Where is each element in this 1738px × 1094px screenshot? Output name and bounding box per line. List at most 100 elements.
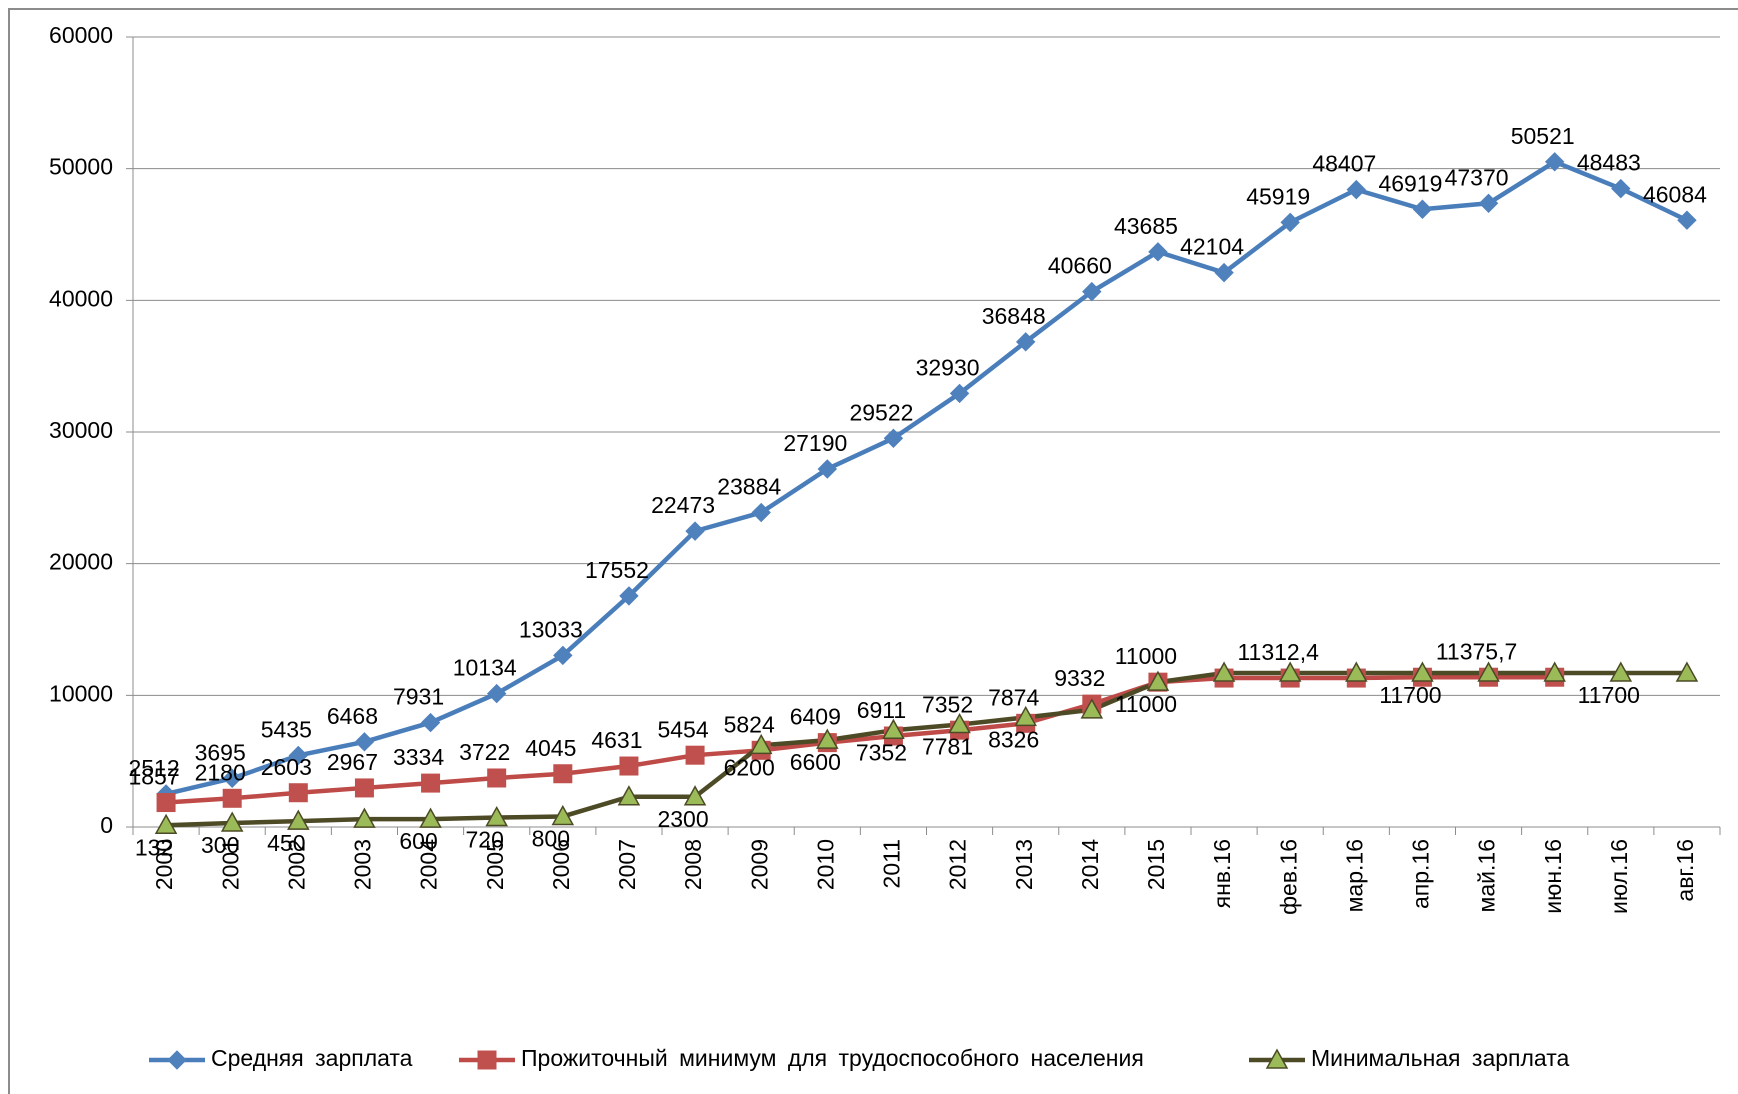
series-line: [165, 159, 1688, 797]
data-point: [683, 785, 707, 806]
x-tick-label: май.16: [1474, 839, 1500, 912]
data-point: [1346, 179, 1367, 200]
x-tick-label: 2011: [879, 839, 905, 888]
chart-border: [8, 8, 1738, 1094]
data-point: [288, 745, 309, 766]
data-point: [222, 788, 242, 808]
data-label: 4631: [591, 727, 642, 753]
data-label: 23884: [717, 474, 781, 500]
legend-item: Средняя зарплата: [149, 1045, 413, 1071]
data-label: 48407: [1312, 151, 1376, 177]
y-tick-label: 20000: [49, 549, 113, 575]
data-label: 2512: [128, 755, 179, 781]
data-label: 6911: [857, 697, 906, 723]
data-label: 2967: [327, 749, 378, 775]
data-label: 43685: [1114, 213, 1178, 239]
data-label: 27190: [783, 430, 847, 456]
data-point: [485, 805, 508, 827]
x-tick-label: 2012: [945, 839, 971, 890]
y-tick-label: 30000: [49, 417, 113, 443]
data-label: 450: [267, 830, 305, 856]
data-point: [1411, 661, 1434, 682]
data-label: 6468: [327, 703, 378, 729]
data-point: [1609, 661, 1633, 682]
data-label: 11700: [1379, 682, 1441, 708]
x-tick-label: апр.16: [1408, 839, 1434, 909]
data-label: 7352: [922, 691, 973, 717]
data-point: [617, 785, 641, 806]
data-point: [1478, 193, 1499, 214]
x-tick-label: 2010: [812, 839, 838, 890]
data-label: 11312,4: [1237, 639, 1319, 665]
data-point: [220, 811, 244, 832]
data-label: 2300: [657, 806, 708, 832]
data-point: [685, 745, 705, 765]
data-label: 7352: [856, 739, 907, 765]
data-label: 6600: [790, 749, 841, 775]
data-point: [1611, 178, 1631, 199]
data-label: 11375,7: [1436, 638, 1517, 664]
data-point: [1477, 661, 1500, 682]
data-label: 5454: [657, 716, 708, 742]
data-point: [1412, 199, 1433, 219]
data-label: 720: [466, 827, 504, 853]
x-tick-label: 2008: [680, 839, 706, 890]
data-point: [1148, 242, 1168, 262]
data-label: 11700: [1578, 682, 1640, 708]
data-label: 3334: [393, 744, 444, 770]
data-label: 4045: [525, 735, 576, 761]
y-tick-label: 50000: [49, 154, 113, 180]
data-point: [353, 807, 376, 828]
data-point: [1080, 698, 1104, 719]
x-tick-label: 2007: [614, 839, 640, 890]
data-point: [420, 712, 441, 733]
x-tick-label: янв.16: [1209, 839, 1235, 908]
data-label: 8326: [988, 726, 1039, 752]
data-label: 29522: [849, 399, 913, 425]
data-point: [1015, 332, 1036, 352]
legend-label: Прожиточный минимум для трудоспособного …: [521, 1045, 1144, 1071]
data-point: [749, 733, 773, 755]
data-label: 7874: [988, 684, 1039, 710]
data-point: [949, 383, 970, 404]
data-label: 40660: [1048, 253, 1112, 279]
data-label: 1857: [128, 764, 179, 790]
legend-marker: [477, 1050, 497, 1070]
data-point: [751, 502, 771, 523]
data-point: [619, 756, 639, 776]
data-point: [553, 645, 573, 666]
data-point: [1082, 281, 1102, 302]
x-tick-label: 2015: [1143, 839, 1169, 890]
data-label: 36848: [982, 303, 1046, 329]
data-label: 46919: [1378, 170, 1442, 196]
data-label: 300: [201, 832, 239, 858]
data-label: 50521: [1511, 123, 1575, 149]
x-tick-label: июл.16: [1606, 839, 1632, 914]
data-point: [1280, 212, 1300, 233]
data-label: 7781: [922, 734, 973, 760]
data-point: [1345, 661, 1368, 682]
data-label: 47370: [1445, 164, 1509, 190]
data-label: 48483: [1577, 150, 1641, 176]
data-point: [817, 459, 838, 479]
data-point: [354, 732, 375, 752]
data-label: 600: [399, 828, 437, 854]
data-point: [288, 783, 308, 803]
y-tick-label: 10000: [49, 680, 113, 706]
data-point: [1677, 210, 1697, 230]
data-label: 3722: [459, 739, 510, 765]
data-label: 132: [135, 834, 173, 860]
legend-marker: [1265, 1048, 1289, 1069]
data-point: [685, 521, 705, 541]
data-label: 17552: [585, 557, 649, 583]
data-label: 6200: [724, 754, 775, 780]
x-tick-label: мар.16: [1341, 839, 1367, 912]
data-point: [222, 768, 242, 789]
data-label: 3695: [195, 739, 246, 765]
x-tick-label: 2004: [416, 839, 442, 890]
data-point: [1278, 661, 1302, 682]
x-tick-label: 2001: [217, 839, 243, 890]
legend-item: Минимальная зарплата: [1249, 1045, 1569, 1071]
data-label: 45919: [1246, 183, 1310, 209]
x-tick-label: 2009: [746, 839, 772, 890]
